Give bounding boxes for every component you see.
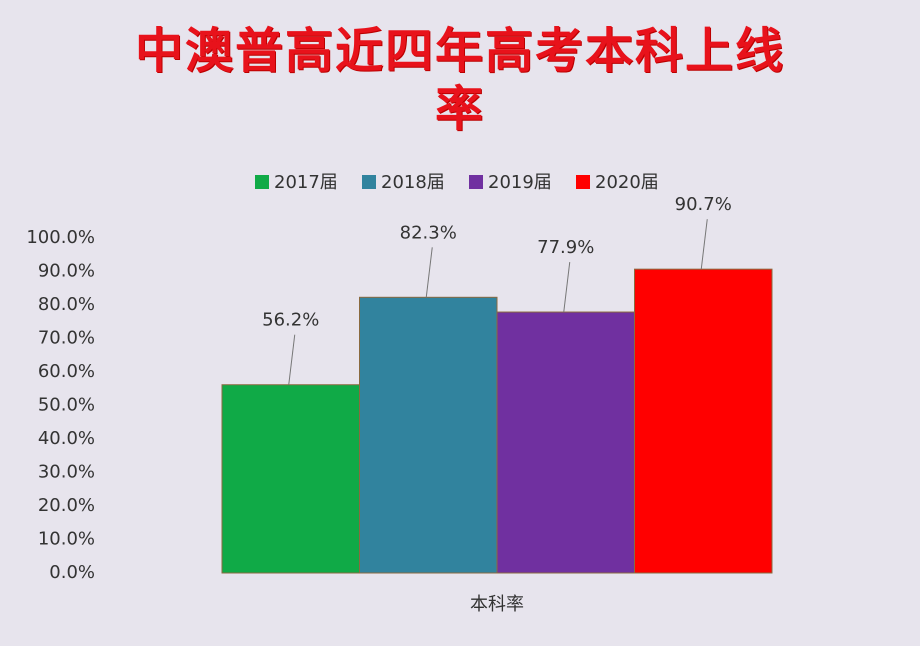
y-tick-label: 70.0% (38, 328, 95, 349)
x-tick-label: 本科率 (470, 594, 524, 615)
data-label: 82.3% (400, 222, 457, 243)
data-label: 77.9% (537, 237, 594, 258)
chart-title: 中澳普高近四年高考本科上线率 (134, 23, 785, 137)
bar (496, 311, 635, 574)
y-tick-label: 20.0% (38, 495, 95, 516)
bar (634, 268, 773, 574)
legend-label: 2019届 (488, 172, 552, 193)
y-tick-label: 40.0% (38, 428, 95, 449)
legend-label: 2020届 (595, 172, 659, 193)
legend-swatch (255, 175, 269, 189)
y-tick-label: 0.0% (49, 562, 95, 583)
leader-line (288, 334, 296, 385)
bar (359, 296, 498, 574)
legend-swatch (469, 175, 483, 189)
y-tick-label: 80.0% (38, 294, 95, 315)
legend-swatch (362, 175, 376, 189)
data-label: 56.2% (262, 310, 319, 331)
data-label: 90.7% (675, 194, 732, 215)
leader-line (425, 247, 433, 298)
y-tick-label: 60.0% (38, 361, 95, 382)
legend-label: 2018届 (381, 172, 445, 193)
legend-swatch (576, 175, 590, 189)
y-tick-label: 10.0% (38, 529, 95, 550)
leader-line (700, 219, 708, 270)
bar (221, 384, 360, 574)
y-tick-label: 50.0% (38, 395, 95, 416)
y-tick-label: 100.0% (26, 227, 95, 248)
leader-line (563, 261, 571, 313)
y-tick-label: 90.0% (38, 261, 95, 282)
y-tick-label: 30.0% (38, 462, 95, 483)
legend-label: 2017届 (274, 172, 338, 193)
